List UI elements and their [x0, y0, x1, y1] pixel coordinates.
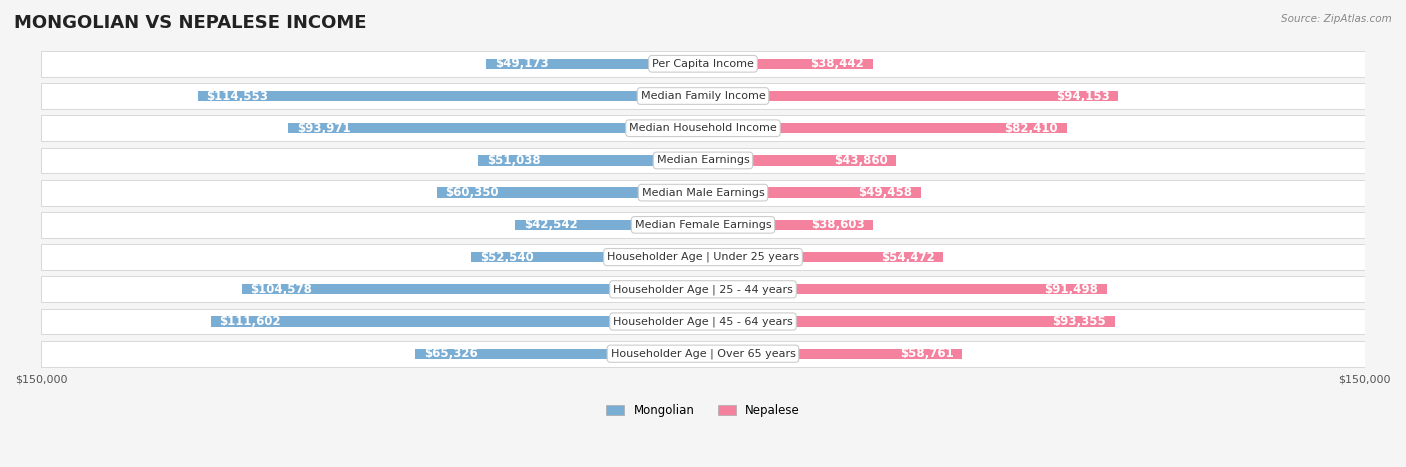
Bar	[211, 316, 703, 326]
Bar	[516, 219, 703, 230]
Text: Median Earnings: Median Earnings	[657, 156, 749, 165]
Bar	[703, 284, 1107, 295]
Text: Median Family Income: Median Family Income	[641, 91, 765, 101]
Text: $111,602: $111,602	[219, 315, 281, 328]
Bar	[703, 123, 1067, 134]
Bar	[288, 123, 703, 134]
FancyBboxPatch shape	[41, 212, 1365, 238]
Bar	[703, 91, 1118, 101]
Text: $82,410: $82,410	[1004, 122, 1057, 134]
Bar	[478, 156, 703, 166]
Legend: Mongolian, Nepalese: Mongolian, Nepalese	[602, 399, 804, 422]
Text: Source: ZipAtlas.com: Source: ZipAtlas.com	[1281, 14, 1392, 24]
Bar	[437, 187, 703, 198]
Bar	[703, 187, 921, 198]
Bar	[703, 156, 897, 166]
FancyBboxPatch shape	[41, 83, 1365, 109]
Bar	[415, 348, 703, 359]
Text: $49,458: $49,458	[859, 186, 912, 199]
Text: $43,860: $43,860	[834, 154, 887, 167]
Bar	[242, 284, 703, 295]
Text: Median Household Income: Median Household Income	[628, 123, 778, 133]
Text: $65,326: $65,326	[423, 347, 478, 360]
Text: $94,153: $94,153	[1056, 90, 1109, 103]
Text: Householder Age | Over 65 years: Householder Age | Over 65 years	[610, 348, 796, 359]
Text: $51,038: $51,038	[486, 154, 540, 167]
Text: Per Capita Income: Per Capita Income	[652, 59, 754, 69]
FancyBboxPatch shape	[41, 341, 1365, 367]
Text: Householder Age | Under 25 years: Householder Age | Under 25 years	[607, 252, 799, 262]
FancyBboxPatch shape	[41, 309, 1365, 334]
Bar	[703, 348, 962, 359]
Text: Median Female Earnings: Median Female Earnings	[634, 220, 772, 230]
Text: $93,971: $93,971	[297, 122, 352, 134]
Text: $91,498: $91,498	[1045, 283, 1098, 296]
Text: MONGOLIAN VS NEPALESE INCOME: MONGOLIAN VS NEPALESE INCOME	[14, 14, 367, 32]
Text: $38,603: $38,603	[811, 219, 865, 231]
Bar	[703, 316, 1115, 326]
Text: Householder Age | 25 - 44 years: Householder Age | 25 - 44 years	[613, 284, 793, 295]
FancyBboxPatch shape	[41, 115, 1365, 141]
Text: $52,540: $52,540	[479, 251, 534, 263]
Bar	[471, 252, 703, 262]
Text: $49,173: $49,173	[495, 57, 548, 71]
Bar	[703, 59, 873, 69]
FancyBboxPatch shape	[41, 244, 1365, 270]
Bar	[486, 59, 703, 69]
FancyBboxPatch shape	[41, 180, 1365, 205]
Text: $114,553: $114,553	[207, 90, 269, 103]
Text: $54,472: $54,472	[880, 251, 935, 263]
Bar	[198, 91, 703, 101]
Bar	[703, 219, 873, 230]
Text: $42,542: $42,542	[524, 219, 578, 231]
Text: Householder Age | 45 - 64 years: Householder Age | 45 - 64 years	[613, 316, 793, 327]
Text: Median Male Earnings: Median Male Earnings	[641, 188, 765, 198]
FancyBboxPatch shape	[41, 51, 1365, 77]
FancyBboxPatch shape	[41, 276, 1365, 302]
Bar	[703, 252, 943, 262]
Text: $58,761: $58,761	[900, 347, 953, 360]
Text: $104,578: $104,578	[250, 283, 312, 296]
Text: $60,350: $60,350	[446, 186, 499, 199]
FancyBboxPatch shape	[41, 148, 1365, 173]
Text: $93,355: $93,355	[1052, 315, 1107, 328]
Text: $38,442: $38,442	[810, 57, 863, 71]
